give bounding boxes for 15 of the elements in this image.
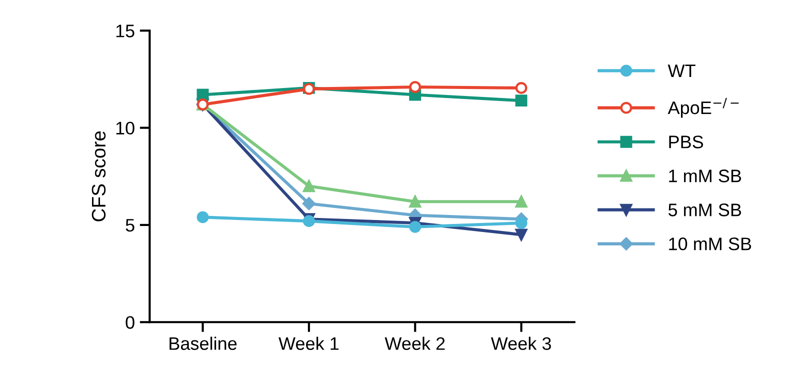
y-tick-label: 0 (126, 316, 134, 329)
legend-label: 1 mM SB (669, 170, 742, 182)
y-tick-label: 10 (116, 122, 134, 135)
legend-label: WT (668, 64, 696, 77)
x-tick-label: Week 1 (278, 336, 339, 350)
y-tick-label: 15 (116, 24, 134, 38)
x-tick-label: Week 3 (490, 336, 551, 350)
legend-label: 10 mM SB (669, 238, 752, 250)
x-tick-label: Week 2 (384, 336, 445, 350)
y-axis-title: CFS score (92, 131, 106, 222)
legend-label: PBS (669, 136, 704, 148)
legend-label: ApoE$^{−/−}$ (668, 98, 739, 118)
y-tick-label: 5 (126, 219, 134, 232)
x-tick-label: Baseline (170, 336, 237, 350)
legend-label: 5 mM SB (668, 204, 742, 216)
